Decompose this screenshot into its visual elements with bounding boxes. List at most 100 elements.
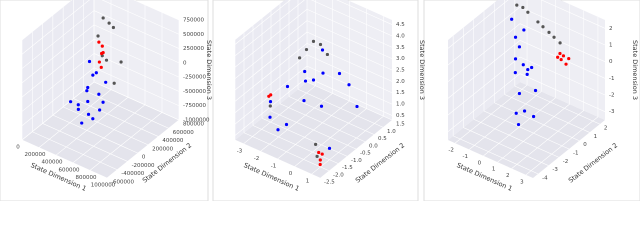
z-tick-label: -3 [609, 109, 615, 115]
point [298, 56, 302, 60]
point [552, 35, 556, 39]
y-tick-label: -2 [563, 159, 568, 165]
grid-line [336, 0, 393, 25]
y-tick-label: -400000 [121, 171, 144, 177]
grid-line [234, 9, 308, 68]
grid-line [473, 119, 559, 158]
point [530, 65, 534, 70]
grid-line [106, 119, 180, 179]
point [319, 104, 324, 108]
y-tick-label: 800000 [183, 122, 204, 128]
grid-line [89, 112, 163, 171]
z-tick-label: 0 [609, 59, 613, 65]
grid-line [133, 0, 180, 21]
point [513, 71, 517, 75]
grid-line [21, 67, 95, 126]
x-tick-label: 2 [506, 173, 510, 179]
point [76, 103, 80, 107]
grid-line [93, 81, 180, 121]
point [104, 58, 109, 62]
point [567, 56, 571, 61]
z-tick-label: -1 [609, 76, 614, 82]
grid-line [234, 139, 321, 179]
point [101, 16, 105, 20]
grid-line [234, 20, 308, 79]
x-tick-label: 1 [306, 179, 310, 185]
y-tick-label: 0.5 [378, 136, 387, 142]
point [558, 51, 562, 56]
x-tick-label: 0 [289, 171, 293, 177]
point [325, 52, 329, 57]
point [522, 109, 527, 113]
point [311, 78, 316, 82]
z-tick-label: 3.0 [396, 56, 405, 62]
y-tick-label: 1.5 [396, 122, 405, 128]
point [327, 146, 332, 150]
point [521, 5, 525, 10]
figure: 02000004000006000008000001000000-600000-… [0, 0, 640, 201]
point [513, 35, 518, 39]
point [94, 71, 98, 75]
grid-line [93, 38, 180, 78]
point [304, 47, 309, 52]
y-tick-label: -4 [542, 175, 548, 181]
point [321, 71, 325, 75]
point [516, 122, 521, 127]
grid-line [519, 6, 606, 46]
point [533, 88, 538, 93]
point [80, 121, 84, 125]
point [510, 17, 514, 21]
point [517, 45, 522, 49]
grid-line [310, 0, 393, 37]
point [317, 150, 321, 155]
y-tick-label: 0.0 [369, 143, 378, 149]
point [564, 62, 568, 66]
grid-line [234, 0, 305, 57]
point [86, 112, 91, 116]
point [268, 104, 272, 108]
grid-line [21, 24, 95, 84]
grid-line [447, 56, 521, 116]
z-tick-label: -250000 [183, 75, 206, 81]
point [337, 71, 342, 76]
point [76, 107, 80, 111]
point [69, 100, 73, 104]
grid-line [514, 85, 600, 125]
grid-line [447, 40, 521, 99]
z-tick-label: 500000 [183, 32, 204, 38]
point [86, 99, 90, 104]
x-tick-label: 3 [520, 179, 524, 185]
y-tick-label: 1.0 [387, 129, 396, 135]
point [284, 122, 289, 127]
grid-line [447, 73, 521, 132]
y-tick-label: -2.5 [324, 180, 335, 186]
grid-line [101, 0, 180, 35]
x-tick-label: 1000000 [91, 183, 116, 189]
point [112, 81, 116, 85]
grid-line [519, 73, 606, 112]
point [355, 104, 359, 109]
grid-line [83, 90, 169, 129]
y-tick-label: -1.5 [342, 165, 353, 171]
side-pane [94, 0, 179, 120]
grid-line [93, 10, 180, 49]
point [303, 79, 308, 83]
x-tick-label: -1 [271, 164, 276, 170]
x-tick-label: -2 [254, 156, 259, 162]
x-tick-label: 600000 [59, 167, 80, 173]
z-tick-label: 4.0 [396, 33, 405, 39]
grid-line [234, 0, 291, 45]
y-tick-label: 0 [142, 155, 146, 161]
point [268, 115, 272, 119]
x-tick-label: -1 [463, 154, 468, 160]
grid-line [519, 23, 606, 62]
point [91, 73, 95, 77]
y-tick-label: -600000 [111, 180, 134, 186]
point [347, 83, 351, 87]
y-tick-label: 600000 [173, 130, 194, 136]
grid-line [21, 53, 95, 112]
x-tick-label: 400000 [42, 160, 63, 166]
grid-line [21, 139, 108, 179]
z-tick-label: -750000 [183, 103, 206, 109]
z-tick-label: 0 [183, 60, 187, 66]
